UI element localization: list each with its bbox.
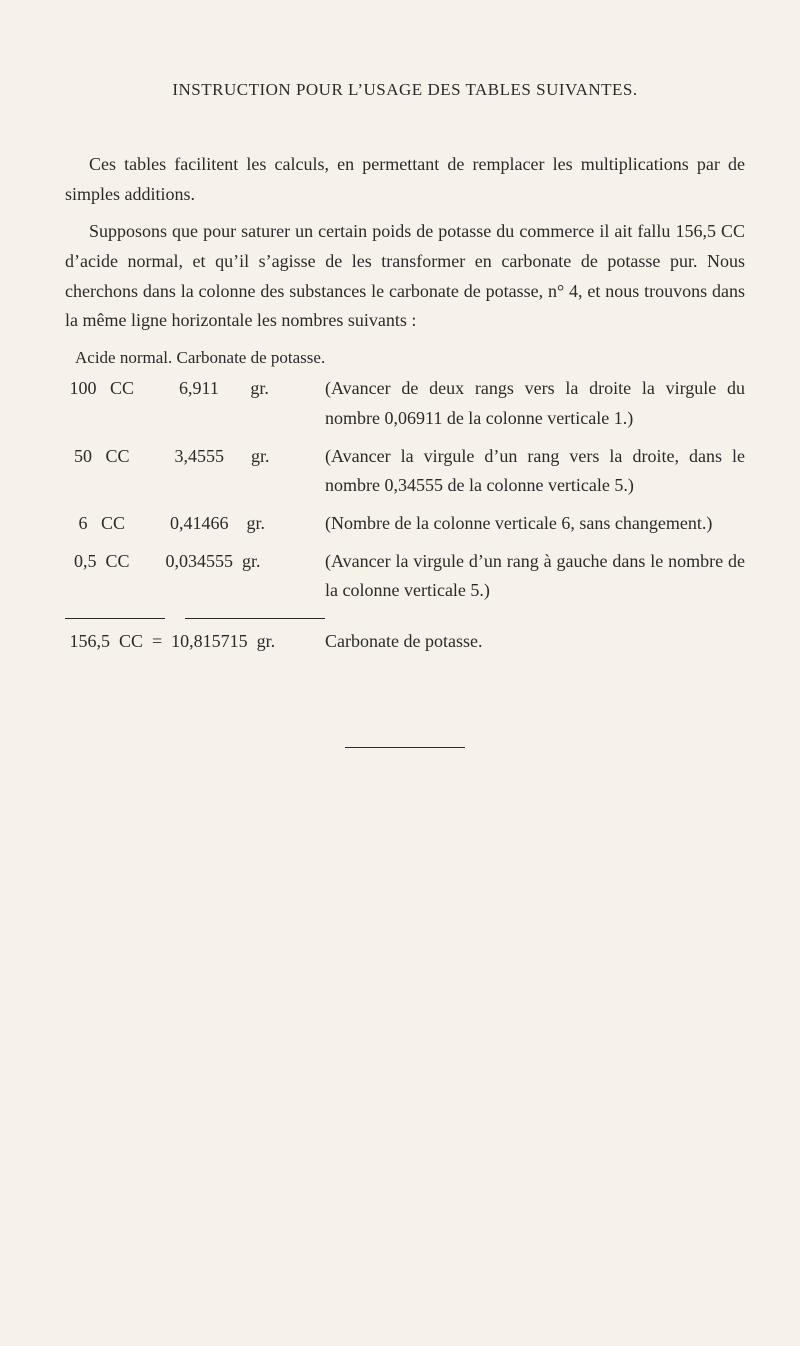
- bottom-rule: [345, 747, 465, 748]
- row-right: (Nombre de la colonne verticale 6, sans …: [325, 509, 745, 539]
- table-row: 0,5 CC 0,034555 gr. (Avancer la virgule …: [65, 547, 745, 606]
- result-right: Carbonate de potasse.: [325, 627, 745, 657]
- row-right: (Avancer la virgule d’un rang vers la dr…: [325, 442, 745, 501]
- divider-row: [65, 614, 745, 619]
- row-right: (Avancer de deux rangs vers la droite la…: [325, 374, 745, 433]
- divider-left: [65, 618, 165, 619]
- table-row: 100 CC 6,911 gr. (Avancer de deux rangs …: [65, 374, 745, 433]
- divider-right: [185, 618, 325, 619]
- row-left: 50 CC 3,4555 gr.: [65, 442, 325, 501]
- paragraph-2: Supposons que pour saturer un certain po…: [65, 217, 745, 336]
- table-row: 6 CC 0,41466 gr. (Nombre de la colonne v…: [65, 509, 745, 539]
- result-row: 156,5 CC = 10,815715 gr. Carbonate de po…: [65, 627, 745, 657]
- row-right: (Avancer la virgule d’un rang à gauche d…: [325, 547, 745, 606]
- page-title: INSTRUCTION POUR L’USAGE DES TABLES SUIV…: [65, 80, 745, 100]
- row-left: 100 CC 6,911 gr.: [65, 374, 325, 433]
- row-left: 0,5 CC 0,034555 gr.: [65, 547, 325, 606]
- result-left: 156,5 CC = 10,815715 gr.: [65, 627, 325, 657]
- table-row: 50 CC 3,4555 gr. (Avancer la virgule d’u…: [65, 442, 745, 501]
- row-left: 6 CC 0,41466 gr.: [65, 509, 325, 539]
- paragraph-1: Ces tables facilitent les calculs, en pe…: [65, 150, 745, 209]
- table-caption: Acide normal. Carbonate de potasse.: [65, 348, 745, 368]
